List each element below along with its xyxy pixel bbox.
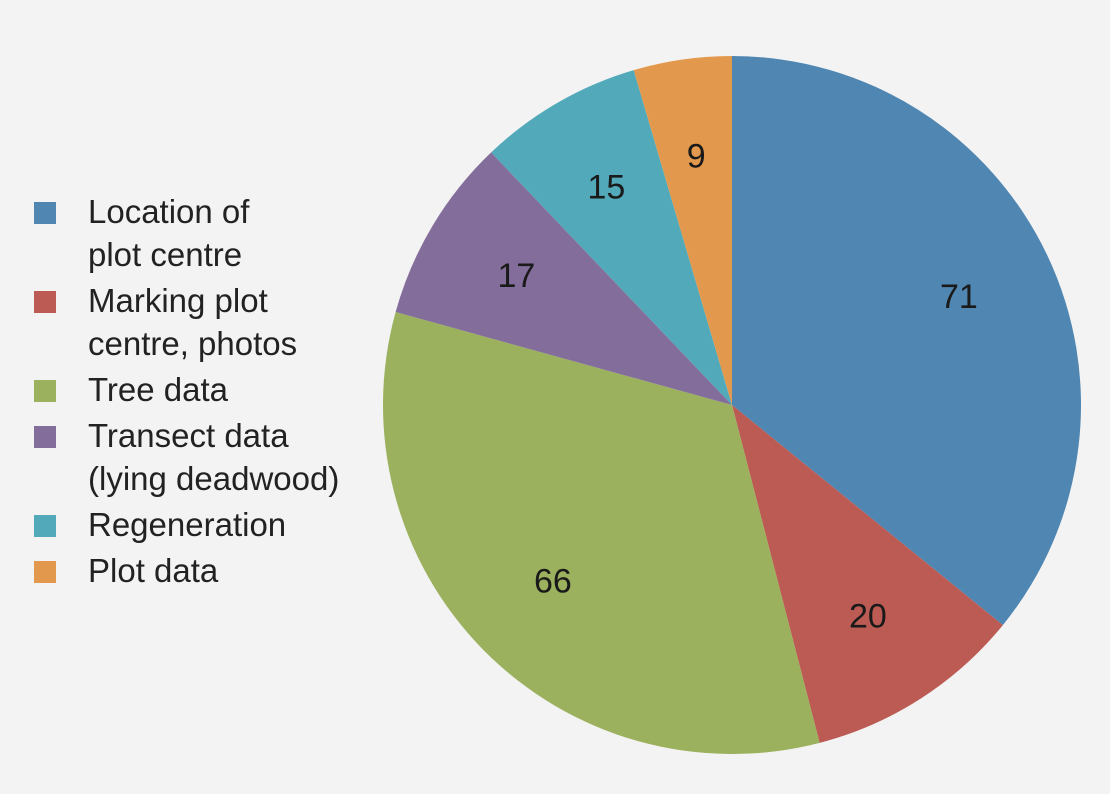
- slice-value-label: 20: [849, 597, 887, 635]
- legend-item: Transect data (lying deadwood): [34, 414, 394, 500]
- legend-item: Tree data: [34, 368, 394, 411]
- legend-swatch: [34, 291, 56, 313]
- slice-value-label: 17: [497, 257, 535, 295]
- slice-value-label: 71: [940, 278, 978, 316]
- legend-label: Location of plot centre: [88, 193, 250, 273]
- pie-slice: [491, 70, 732, 405]
- legend-item: Plot data: [34, 549, 394, 592]
- pie-slice: [732, 405, 1003, 743]
- pie-slice: [395, 152, 732, 405]
- legend-label: Plot data: [88, 552, 219, 589]
- pie-slice: [732, 56, 1082, 626]
- slice-value-label: 66: [534, 562, 572, 600]
- legend-swatch: [34, 202, 56, 224]
- legend-swatch: [34, 426, 56, 448]
- legend-label: Regeneration: [88, 506, 287, 543]
- legend-label: Tree data: [88, 371, 229, 408]
- legend: Location of plot centre Marking plot cent…: [34, 190, 394, 595]
- pie-slice: [633, 56, 732, 405]
- legend-label: Marking plot centre, photos: [88, 282, 298, 362]
- legend-swatch: [34, 515, 56, 537]
- legend-item: Marking plot centre, photos: [34, 279, 394, 365]
- legend-item: Regeneration: [34, 503, 394, 546]
- pie-slice: [382, 312, 820, 754]
- legend-label: Transect data (lying deadwood): [88, 417, 340, 497]
- legend-swatch: [34, 561, 56, 583]
- legend-swatch: [34, 380, 56, 402]
- legend-item: Location of plot centre: [34, 190, 394, 276]
- slice-value-label: 15: [587, 168, 625, 206]
- slice-value-label: 9: [687, 137, 706, 175]
